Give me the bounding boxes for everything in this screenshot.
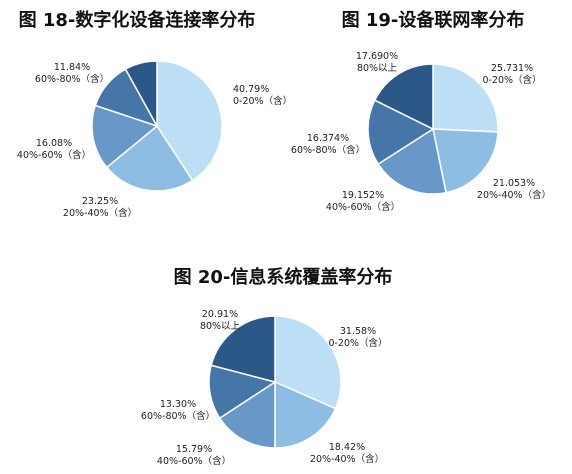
slice-value-label: 25.731% bbox=[491, 63, 533, 74]
slice-category-label: 60%-80%（含） bbox=[141, 410, 215, 422]
slice-value-label: 40.79% bbox=[233, 84, 269, 95]
slice-category-label: 60%-80%（含） bbox=[35, 73, 109, 85]
chart-title: 图 18-数字化设备连接率分布 bbox=[19, 9, 256, 31]
slice-value-label: 15.79% bbox=[176, 444, 212, 455]
slice-category-label: 40%-60%（含） bbox=[17, 149, 91, 161]
slice-value-label: 16.374% bbox=[307, 133, 349, 144]
slice-category-label: 0-20%（含） bbox=[328, 337, 387, 349]
slice-value-label: 20.91% bbox=[202, 309, 238, 320]
slice-value-label: 21.053% bbox=[493, 178, 535, 189]
slice-value-label: 17.690% bbox=[356, 51, 398, 62]
slice-value-label: 23.25% bbox=[82, 196, 118, 207]
slice-value-label: 16.08% bbox=[36, 138, 72, 149]
slice-value-label: 18.42% bbox=[329, 442, 365, 453]
slice-category-label: 20%-40%（含） bbox=[477, 189, 551, 201]
pie-slice bbox=[373, 63, 434, 131]
slice-value-label: 31.58% bbox=[340, 326, 376, 337]
slice-value-label: 11.84% bbox=[54, 62, 90, 73]
pie-chart-2: 图 19-设备联网率分布 25.731%0-20%（含） 21.053%20%-40… bbox=[291, 9, 551, 213]
pie-slice bbox=[274, 380, 337, 449]
pie-slice bbox=[208, 364, 277, 420]
pie-slice bbox=[124, 60, 158, 127]
pie-slice bbox=[105, 124, 194, 192]
slice-category-label: 40%-60%（含） bbox=[157, 455, 231, 467]
pie-slice bbox=[367, 99, 435, 166]
slice-value-label: 19.152% bbox=[342, 190, 384, 201]
slice-category-label: 0-20%（含） bbox=[233, 95, 292, 107]
pie-slice bbox=[210, 315, 276, 383]
pie-slice bbox=[377, 127, 447, 195]
slice-category-label: 0-20%（含） bbox=[482, 74, 541, 86]
slice-category-label: 80%以上 bbox=[200, 321, 241, 332]
pie-slice bbox=[432, 63, 499, 133]
slice-category-label: 60%-80%（含） bbox=[291, 144, 365, 156]
slice-category-label: 80%以上 bbox=[357, 63, 398, 74]
slice-value-label: 13.30% bbox=[160, 399, 196, 410]
slice-category-label: 20%-40%（含） bbox=[63, 207, 137, 219]
pie-slice bbox=[432, 128, 499, 194]
slice-category-label: 40%-60%（含） bbox=[326, 201, 400, 213]
pie-slice bbox=[218, 380, 276, 449]
chart-title: 图 20-信息系统覆盖率分布 bbox=[174, 266, 393, 288]
slice-category-label: 20%-40%（含） bbox=[310, 453, 384, 465]
pie-slice bbox=[274, 315, 342, 410]
chart-title: 图 19-设备联网率分布 bbox=[342, 9, 525, 31]
pie-chart-1: 图 18-数字化设备连接率分布 40.79%0-20%（含） 23.25%20%-4… bbox=[17, 9, 292, 219]
pie-chart-3: 图 20-信息系统覆盖率分布 31.58%0-20%（含） 18.42%20%-40… bbox=[141, 266, 392, 467]
